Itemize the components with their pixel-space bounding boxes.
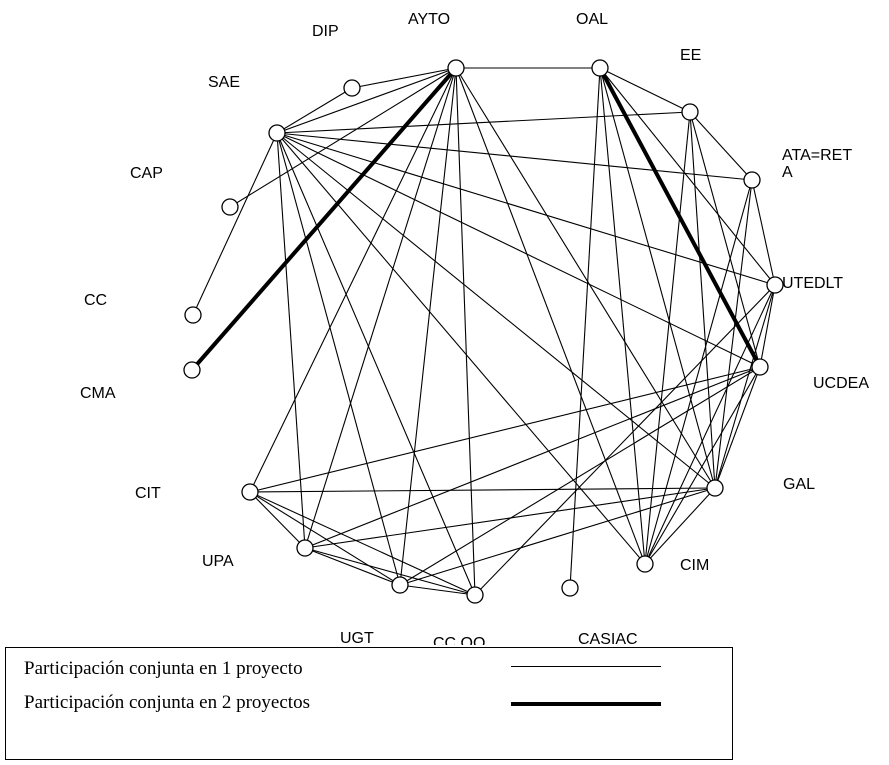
node-label-cim: CIM: [680, 557, 709, 574]
edge-ata-gal: [714, 179, 753, 489]
legend-label-single: Participación conjunta en 1 proyecto: [24, 658, 303, 679]
edge-sae-utedlt: [276, 132, 776, 286]
edge-utedlt-ccoo: [474, 284, 776, 596]
edge-ee-ucdea: [689, 111, 761, 368]
edge-ayto-gal: [455, 67, 716, 489]
edge-sae-cim: [276, 132, 646, 565]
node-label-upa: UPA: [202, 553, 234, 570]
node-utedlt: [766, 276, 784, 294]
node-oal: [591, 59, 609, 77]
edge-ucdea-gal: [714, 366, 761, 489]
node-cap: [221, 198, 239, 216]
edge-ayto-dip: [351, 67, 457, 89]
node-ugt: [391, 576, 409, 594]
node-label-ccoo: CC.OO.: [433, 635, 490, 645]
legend-label-double: Participación conjunta en 2 proyectos: [24, 692, 310, 713]
edge-sae-ee: [276, 111, 691, 134]
nodes-layer: [183, 59, 784, 604]
edge-oal-ee: [599, 67, 691, 113]
edge-ugt-ccoo: [399, 584, 476, 596]
node-label-ayto: AYTO: [408, 11, 450, 28]
node-ucdea: [751, 358, 769, 376]
node-cma: [183, 361, 201, 379]
edge-ucdea-cit: [249, 366, 761, 493]
edge-oal-gal: [599, 67, 716, 489]
legend-line-single: [511, 666, 661, 667]
node-gal: [706, 479, 724, 497]
node-label-casiac: CASIAC: [578, 631, 638, 645]
edges-layer: [190, 66, 776, 596]
node-ayto: [447, 59, 465, 77]
edge-ee-cim: [644, 111, 691, 565]
edge-gal-cit: [249, 487, 716, 493]
edge-ata-utedlt: [751, 179, 776, 286]
edge-ayto-cim: [455, 67, 646, 565]
legend-line-double: [511, 702, 661, 706]
edge-sae-ata: [276, 132, 753, 181]
node-casiac: [561, 579, 579, 597]
node-dip: [343, 79, 361, 97]
edge-ayto-upa: [304, 67, 457, 549]
edge-ayto-cit: [249, 67, 457, 493]
node-label-ata: ATA=RET A: [782, 147, 852, 181]
edge-sae-upa: [276, 132, 306, 549]
edge-ata-cim: [644, 179, 753, 565]
edge-sae-ccoo: [276, 132, 476, 596]
node-upa: [296, 539, 314, 557]
edge-cit-ugt: [249, 491, 401, 586]
node-cim: [636, 555, 654, 573]
edge-ucdea-upa: [304, 366, 761, 549]
node-label-oal: OAL: [576, 11, 608, 28]
edge-ucdea-ugt: [399, 366, 761, 586]
edge-ayto-cap: [229, 67, 457, 208]
edge-utedlt-cim: [644, 284, 776, 565]
edge-oal-casiac: [569, 67, 601, 589]
edge-dip-sae: [276, 87, 353, 134]
node-label-cc: CC: [84, 292, 107, 309]
edge-ayto-cma: [190, 66, 458, 372]
edge-ayto-sae: [276, 67, 457, 134]
edge-gal-cim: [644, 487, 716, 565]
node-label-cit: CIT: [135, 485, 161, 502]
edge-gal-ugt: [399, 487, 716, 586]
node-label-ugt: UGT: [340, 630, 374, 645]
edge-oal-cim: [599, 67, 646, 565]
edge-ayto-ccoo: [455, 67, 476, 596]
node-label-sae: SAE: [208, 74, 240, 91]
edge-oal-utedlt: [599, 67, 776, 286]
node-label-gal: GAL: [783, 476, 815, 493]
node-ata: [743, 171, 761, 189]
edge-sae-ugt: [276, 132, 401, 586]
labels-layer: DIP AYTO OAL EE SAE ATA=RET A CAP UTEDLT CC CMA UCD…: [80, 11, 869, 645]
node-label-cap: CAP: [130, 165, 163, 182]
edge-cit-ccoo: [249, 491, 476, 596]
node-label-cma: CMA: [80, 385, 116, 402]
edge-sae-cc: [192, 132, 278, 316]
edge-upa-ccoo: [304, 547, 476, 596]
edge-cit-upa: [249, 491, 306, 549]
legend: Participación conjunta en 1 proyecto Par…: [5, 647, 733, 760]
node-ee: [681, 103, 699, 121]
edge-ee-gal: [689, 111, 716, 489]
edge-utedlt-gal: [714, 284, 776, 489]
edge-ee-ata: [689, 111, 753, 181]
edge-sae-gal: [276, 132, 716, 489]
node-label-ee: EE: [680, 47, 701, 64]
node-cit: [241, 483, 259, 501]
edge-utedlt-ucdea: [759, 284, 776, 368]
node-cc: [184, 306, 202, 324]
node-sae: [268, 124, 286, 142]
edge-ayto-ugt: [399, 67, 457, 586]
edge-ucdea-cim: [644, 366, 761, 565]
edge-gal-upa: [304, 487, 716, 549]
edge-sae-ucdea: [276, 132, 761, 368]
node-label-dip: DIP: [312, 23, 339, 40]
node-ccoo: [466, 586, 484, 604]
edge-upa-ugt: [304, 547, 401, 586]
node-label-utedlt: UTEDLT: [782, 275, 843, 292]
node-label-ucdea: UCDEA: [813, 375, 869, 392]
network-graph: DIP AYTO OAL EE SAE ATA=RET A CAP UTEDLT CC CMA UCD…: [80, 11, 869, 645]
